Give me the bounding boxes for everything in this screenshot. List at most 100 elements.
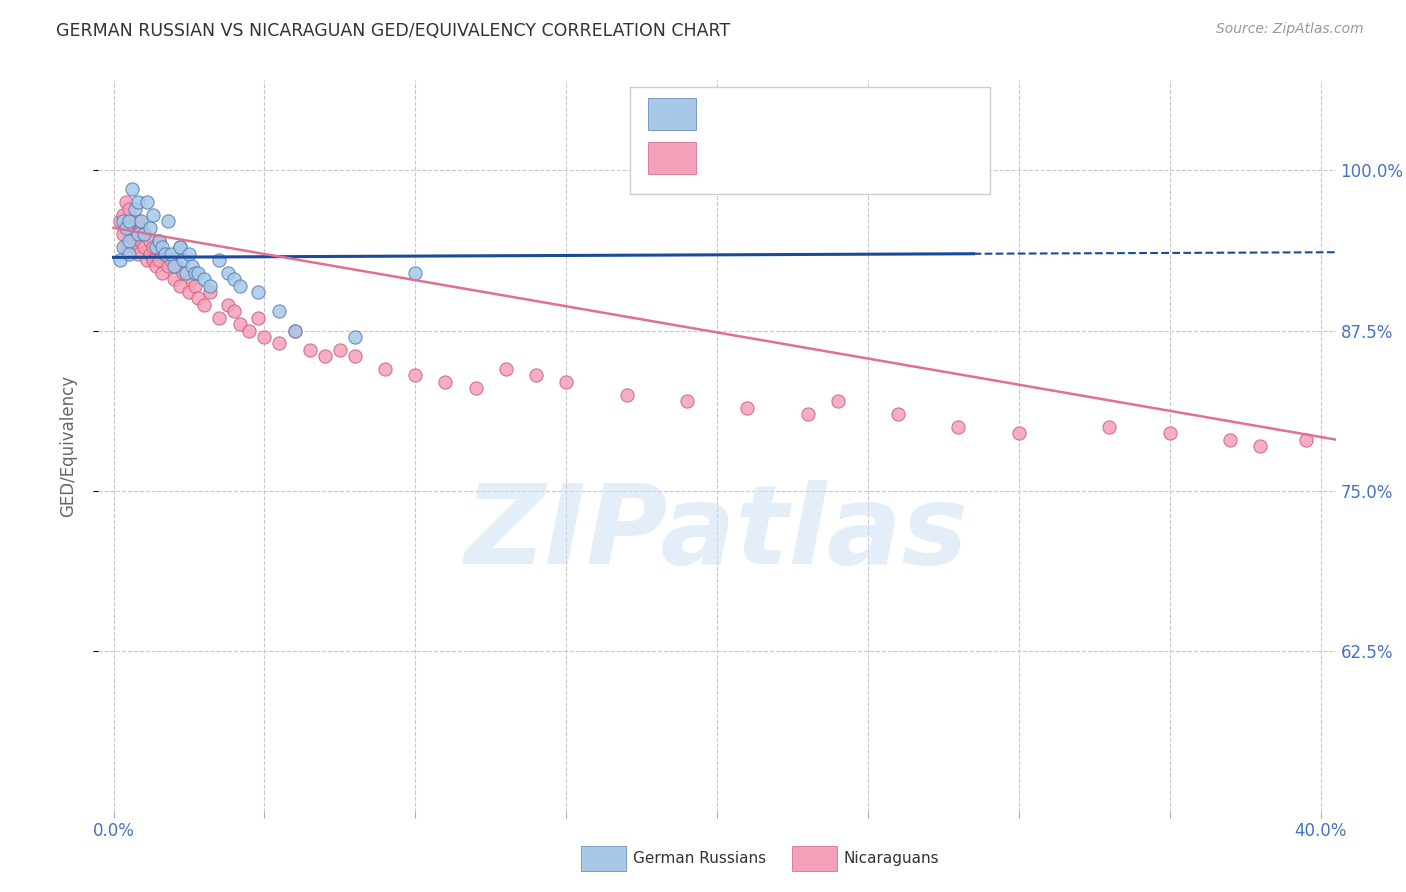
- Point: [616, 387, 638, 401]
- Point: [217, 298, 239, 312]
- Point: [124, 227, 146, 242]
- Point: [138, 220, 160, 235]
- Point: [676, 394, 699, 409]
- Point: [495, 362, 517, 376]
- Point: [150, 240, 173, 254]
- Point: [142, 240, 165, 254]
- Point: [253, 330, 276, 344]
- Point: [163, 260, 186, 274]
- Point: [132, 227, 155, 242]
- Point: [198, 285, 221, 299]
- Point: [135, 252, 157, 267]
- Point: [166, 260, 188, 274]
- Point: [114, 195, 136, 210]
- Point: [172, 266, 194, 280]
- Point: [193, 298, 215, 312]
- Point: [121, 214, 143, 228]
- Point: [948, 419, 970, 434]
- Point: [198, 278, 221, 293]
- Point: [117, 220, 139, 235]
- Point: [181, 260, 204, 274]
- Point: [169, 240, 191, 254]
- Point: [343, 349, 366, 363]
- Text: 0.010: 0.010: [747, 105, 810, 123]
- Point: [111, 208, 134, 222]
- Point: [247, 285, 270, 299]
- Point: [284, 324, 307, 338]
- Point: [187, 292, 209, 306]
- Point: [148, 234, 170, 248]
- Point: [1159, 426, 1181, 441]
- Point: [1249, 439, 1271, 453]
- Point: [208, 252, 231, 267]
- Point: [187, 266, 209, 280]
- Point: [129, 234, 152, 248]
- Point: [374, 362, 396, 376]
- Point: [145, 240, 167, 254]
- Point: [111, 240, 134, 254]
- Point: [124, 240, 146, 254]
- Point: [160, 246, 183, 260]
- Point: [135, 195, 157, 210]
- Point: [156, 214, 179, 228]
- Point: [247, 310, 270, 325]
- Point: [555, 375, 578, 389]
- Point: [108, 214, 131, 228]
- Point: [150, 266, 173, 280]
- Point: [224, 272, 246, 286]
- Point: [156, 260, 179, 274]
- Point: [229, 278, 252, 293]
- Point: [121, 182, 143, 196]
- Point: [138, 234, 160, 248]
- Point: [193, 272, 215, 286]
- Text: N =: N =: [828, 149, 868, 168]
- Point: [160, 252, 183, 267]
- Point: [132, 227, 155, 242]
- Point: [114, 220, 136, 235]
- Point: [142, 208, 165, 222]
- Point: [169, 278, 191, 293]
- Point: [314, 349, 336, 363]
- Point: [217, 266, 239, 280]
- Point: [127, 214, 149, 228]
- Point: [132, 240, 155, 254]
- Text: R =: R =: [704, 149, 744, 168]
- Point: [127, 246, 149, 260]
- Point: [108, 252, 131, 267]
- Y-axis label: GED/Equivalency: GED/Equivalency: [59, 375, 77, 517]
- Point: [1219, 433, 1241, 447]
- Point: [117, 214, 139, 228]
- Point: [177, 285, 200, 299]
- Point: [343, 330, 366, 344]
- Text: R =: R =: [704, 105, 744, 123]
- Point: [796, 407, 818, 421]
- Point: [121, 234, 143, 248]
- Point: [145, 260, 167, 274]
- Point: [298, 343, 321, 357]
- Point: [238, 324, 260, 338]
- Text: Nicaraguans: Nicaraguans: [844, 851, 939, 866]
- Text: -0.060: -0.060: [747, 149, 811, 168]
- Point: [111, 214, 134, 228]
- Point: [404, 266, 426, 280]
- Point: [404, 368, 426, 383]
- Point: [153, 246, 176, 260]
- Point: [163, 272, 186, 286]
- Point: [735, 401, 758, 415]
- Point: [329, 343, 352, 357]
- Point: [129, 220, 152, 235]
- Point: [464, 381, 486, 395]
- Point: [434, 375, 457, 389]
- Point: [142, 252, 165, 267]
- Point: [114, 240, 136, 254]
- Point: [169, 240, 191, 254]
- Point: [827, 394, 849, 409]
- Point: [184, 266, 207, 280]
- Point: [124, 202, 146, 216]
- Point: [111, 227, 134, 242]
- Point: [153, 246, 176, 260]
- Text: German Russians: German Russians: [633, 851, 766, 866]
- Point: [138, 246, 160, 260]
- Text: GERMAN RUSSIAN VS NICARAGUAN GED/EQUIVALENCY CORRELATION CHART: GERMAN RUSSIAN VS NICARAGUAN GED/EQUIVAL…: [56, 22, 730, 40]
- Point: [127, 227, 149, 242]
